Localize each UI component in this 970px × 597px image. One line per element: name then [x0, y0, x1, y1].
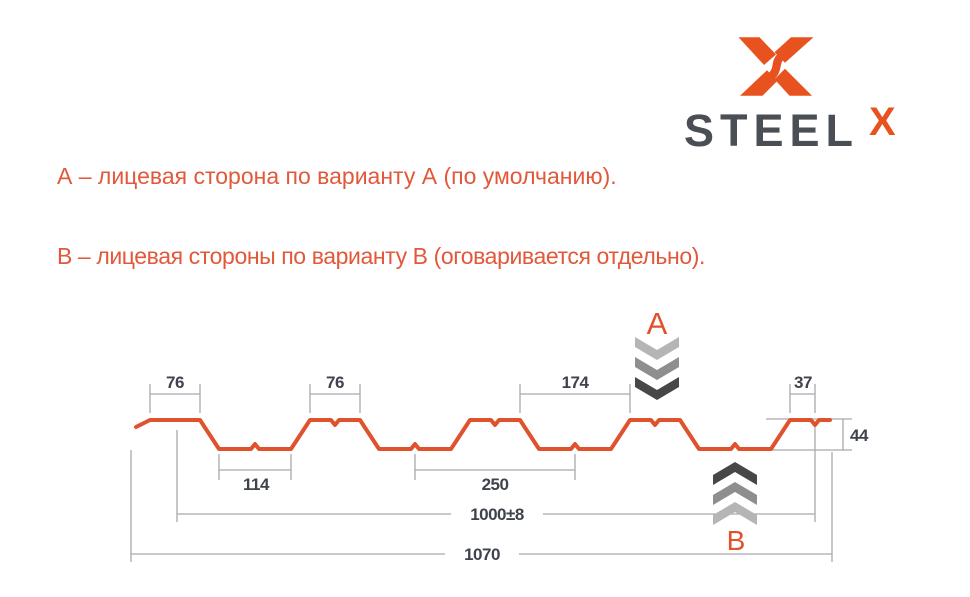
- dim-overall-width: 1070: [464, 545, 500, 564]
- label-gap-1000: [451, 504, 543, 524]
- chevron-down-icon: [635, 337, 679, 360]
- marker-a-letter: A: [647, 306, 668, 341]
- marker-b-letter: B: [727, 525, 746, 556]
- profile-outline: [134, 418, 832, 451]
- marker-b: B: [713, 462, 757, 556]
- chevron-down-icon: [635, 357, 679, 380]
- dim-top-flat-mid: 76: [326, 373, 344, 392]
- dim-top-flat-left: 76: [166, 373, 184, 392]
- dim-trough-span: 174: [562, 373, 590, 392]
- dim-height: 44: [850, 426, 869, 445]
- steelx-x-icon: [738, 37, 814, 96]
- dim-working-width: 1000±8: [470, 505, 524, 524]
- dim-pitch: 250: [482, 475, 509, 494]
- dimension-lines: [130, 384, 852, 562]
- variant-b-note: В – лицевая стороны по варианту В (огова…: [57, 243, 705, 269]
- brand-superscript: X: [869, 100, 896, 144]
- marker-a: A: [635, 306, 679, 400]
- dim-edge-flat: 37: [794, 373, 812, 392]
- variant-a-note: А – лицевая сторона по варианту А (по ум…: [57, 163, 617, 189]
- label-gap-1070: [445, 544, 519, 564]
- dim-bottom-flat: 114: [243, 475, 270, 494]
- chevron-up-icon: [713, 462, 757, 485]
- chevron-up-icon: [713, 502, 757, 525]
- chevron-up-icon: [713, 482, 757, 505]
- brand-name: STEEL: [684, 105, 860, 156]
- chevron-down-icon: [635, 377, 679, 400]
